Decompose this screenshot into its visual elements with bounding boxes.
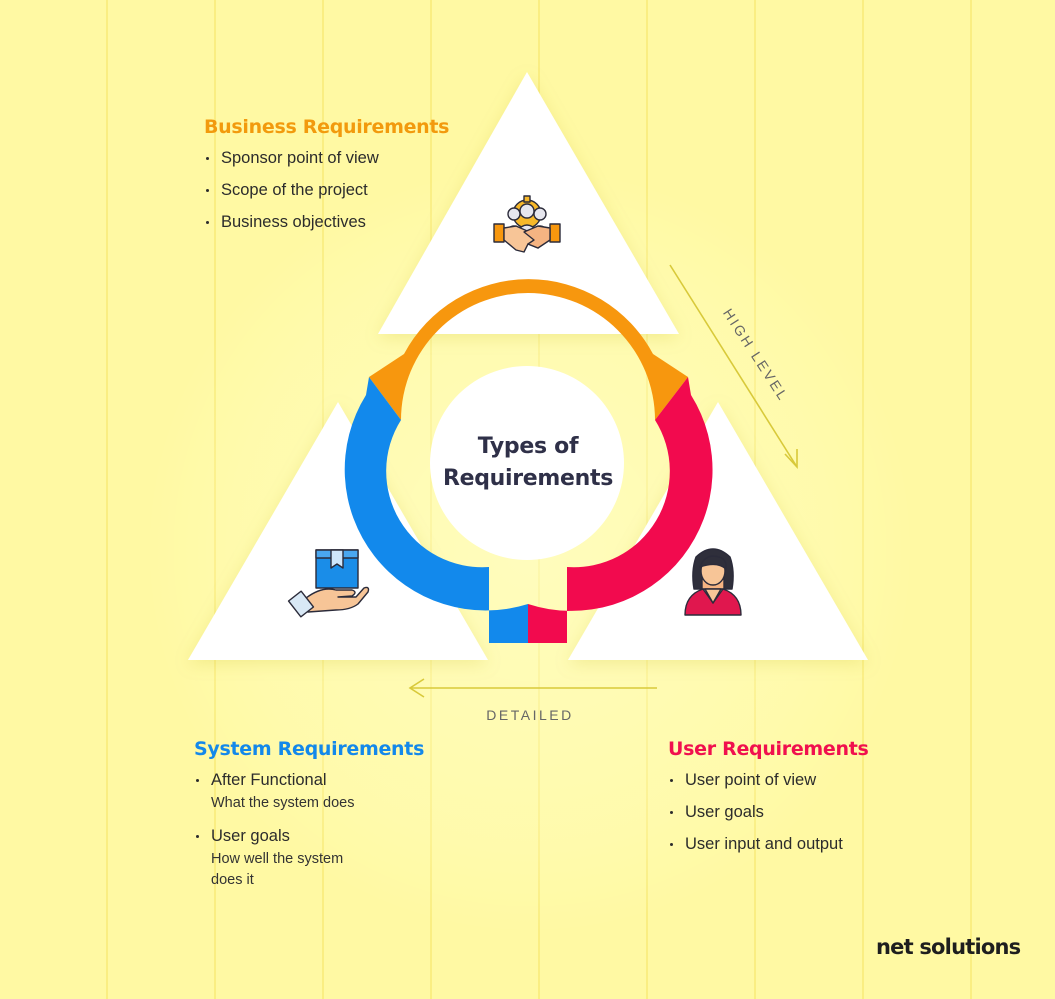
woman-avatar-icon xyxy=(684,548,742,616)
high-level-arrow xyxy=(669,264,798,470)
list-item: Sponsor point of view xyxy=(204,148,449,169)
center-circle xyxy=(430,366,624,560)
list-item: After Functional What the system does xyxy=(194,770,424,814)
list-item: User input and output xyxy=(668,834,869,855)
list-item: User goals How well the system does it xyxy=(194,826,424,891)
business-requirements-block: Business Requirements Sponsor point of v… xyxy=(204,116,450,244)
center-title-line2: Requirements xyxy=(442,466,614,491)
hand-holding-box-icon xyxy=(287,549,370,618)
user-requirements-block: User Requirements User point of view Use… xyxy=(668,738,869,866)
system-ring-segment xyxy=(344,377,528,643)
user-triangle-segment xyxy=(568,402,868,660)
user-requirements-list: User point of view User goals User input… xyxy=(668,770,869,855)
detailed-arrow xyxy=(408,678,657,698)
list-item-label: After Functional xyxy=(211,771,327,789)
list-item: Business objectives xyxy=(204,212,449,233)
system-requirements-list: After Functional What the system does Us… xyxy=(194,770,424,891)
brand-logo-part2: utions xyxy=(951,935,1021,959)
handshake-team-icon xyxy=(493,195,561,253)
detailed-label: DETAILED xyxy=(486,707,574,723)
business-ring-segment xyxy=(369,279,688,420)
system-requirements-heading: System Requirements xyxy=(194,738,425,760)
center-title: Types of Requirements xyxy=(433,431,623,495)
list-item-detail-line1: How well the system xyxy=(211,851,344,867)
user-requirements-heading: User Requirements xyxy=(668,738,869,760)
list-item: User point of view xyxy=(668,770,869,791)
business-requirements-heading: Business Requirements xyxy=(204,116,450,138)
center-title-line1: Types of xyxy=(477,434,579,459)
brand-logo: net solutions xyxy=(876,935,1021,959)
list-item-label: User goals xyxy=(211,827,290,845)
system-requirements-block: System Requirements After Functional Wha… xyxy=(194,738,424,903)
user-ring-segment xyxy=(528,377,713,643)
list-item-detail-line2: does it xyxy=(211,872,254,888)
list-item-detail: What the system does xyxy=(211,795,355,811)
business-requirements-list: Sponsor point of view Scope of the proje… xyxy=(204,148,449,233)
list-item: Scope of the project xyxy=(204,180,449,201)
list-item: User goals xyxy=(668,802,869,823)
brand-logo-part1: net sol xyxy=(876,935,952,959)
system-triangle-segment xyxy=(188,402,488,660)
